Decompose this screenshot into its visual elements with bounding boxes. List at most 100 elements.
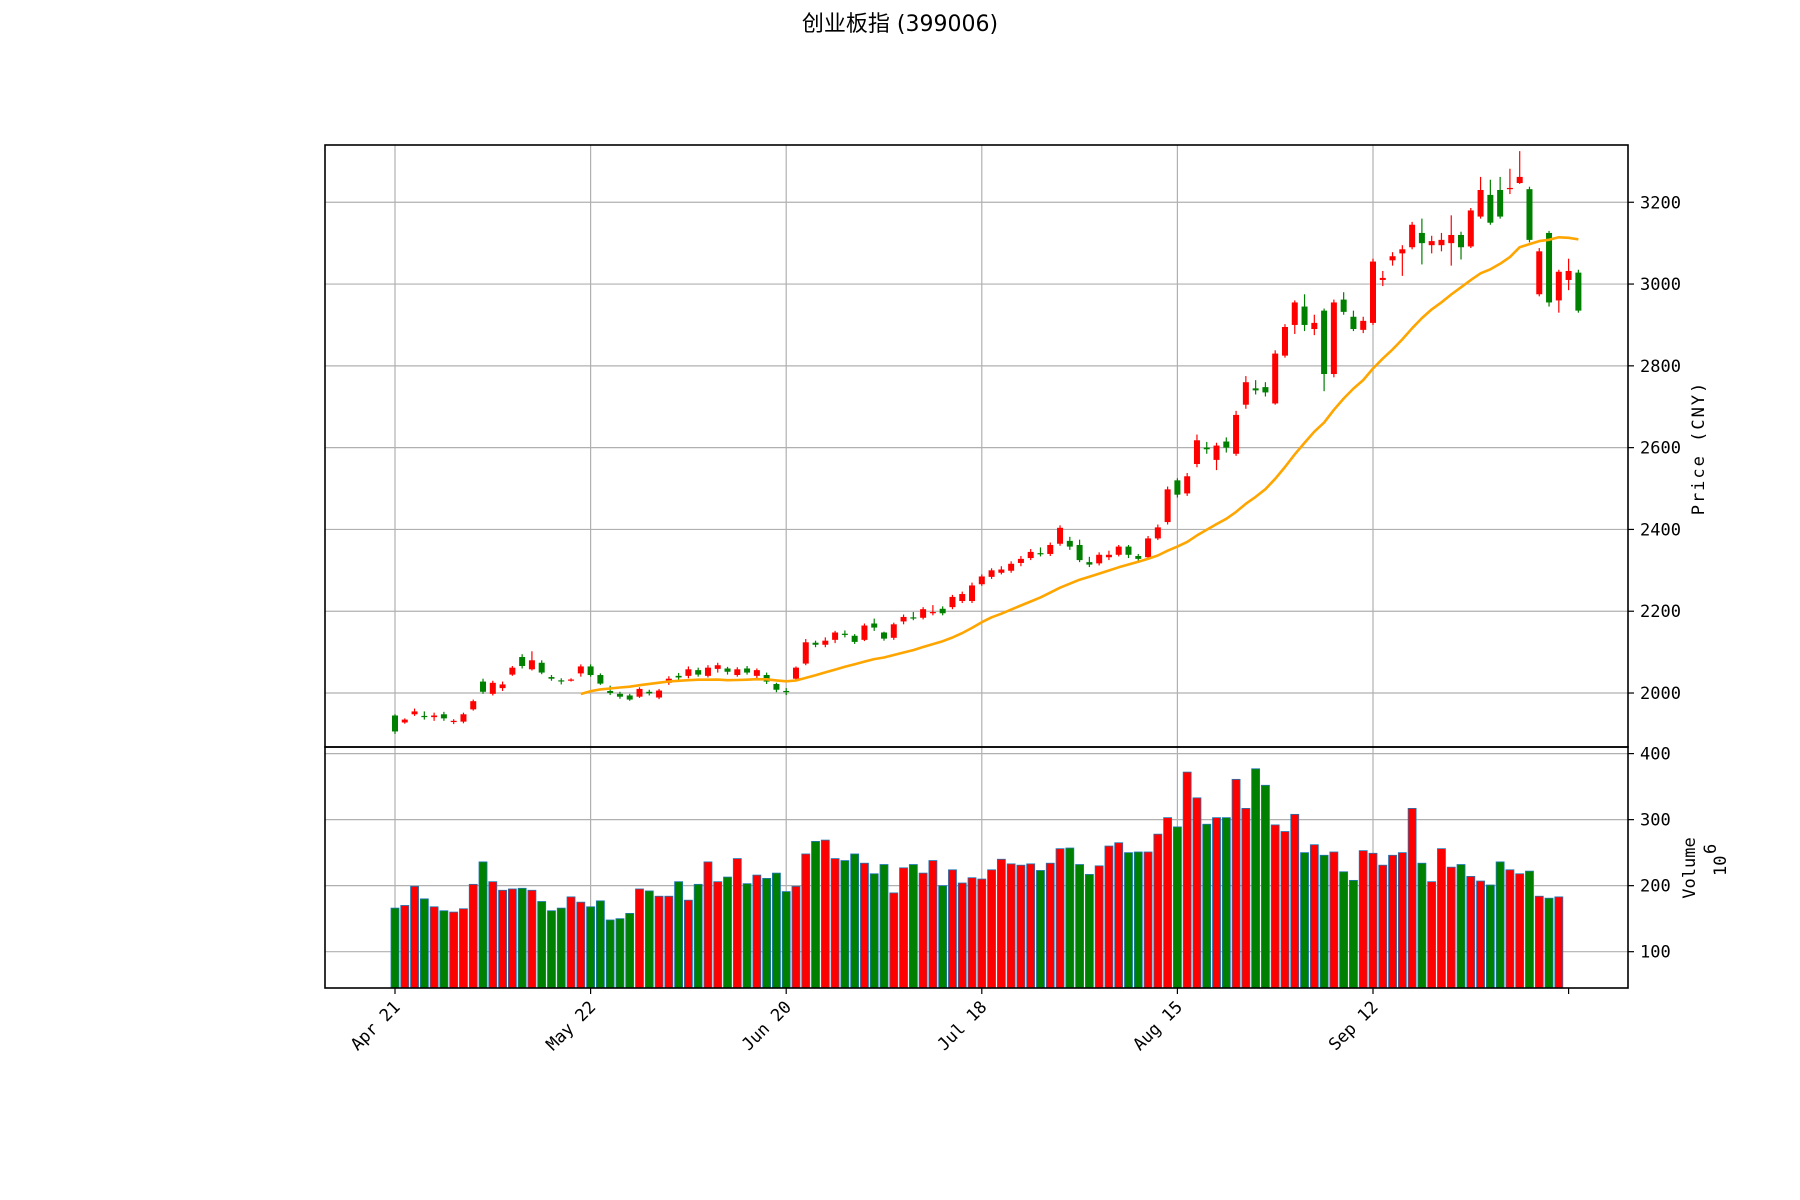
volume-bar	[1525, 870, 1534, 989]
candle	[1164, 486, 1171, 525]
candle	[1575, 269, 1582, 313]
volume-bar	[1544, 897, 1554, 989]
volume-bar	[1554, 896, 1564, 989]
volume-bar	[1446, 866, 1456, 989]
volume-bar	[850, 853, 860, 989]
candle	[528, 651, 535, 671]
candle	[1184, 472, 1191, 496]
candle	[1076, 539, 1083, 563]
volume-bar	[1485, 884, 1495, 989]
volume-bar	[918, 872, 928, 989]
candle	[440, 711, 447, 721]
volume-bar	[781, 891, 791, 989]
candle	[1291, 300, 1298, 334]
candle-body	[1321, 310, 1328, 375]
volume-bar	[1241, 808, 1251, 989]
volume-bar	[889, 892, 899, 989]
volume-tick-label: 200	[1640, 877, 1671, 897]
volume-bar	[1309, 844, 1319, 989]
candle-body	[626, 695, 633, 700]
volume-bar	[1339, 871, 1349, 989]
volume-bar	[429, 906, 439, 989]
candle-body	[1409, 224, 1416, 248]
candle-body	[1184, 476, 1191, 494]
candle-body	[1340, 299, 1347, 312]
volume-bar	[410, 885, 419, 989]
candle	[1536, 248, 1543, 297]
volume-bar	[1133, 851, 1143, 989]
candle	[1057, 525, 1064, 546]
volume-bar	[664, 895, 674, 989]
candle	[489, 680, 496, 696]
candle-body	[1242, 382, 1249, 405]
candle	[1379, 270, 1386, 287]
candle	[1174, 478, 1181, 498]
candle	[1066, 536, 1073, 550]
candle-body	[685, 669, 692, 676]
candle-body	[1467, 210, 1474, 247]
candle	[773, 682, 780, 693]
candle	[1017, 556, 1024, 567]
candle-body	[1193, 440, 1200, 464]
volume-bar	[1437, 848, 1446, 989]
candle	[1350, 310, 1357, 332]
volume-bar	[1016, 864, 1026, 989]
volume-bar	[1319, 854, 1329, 989]
volume-bar	[938, 885, 948, 989]
candle-body	[440, 714, 447, 719]
volume-bar	[595, 900, 605, 989]
volume-bar	[801, 853, 811, 989]
candle	[1203, 441, 1210, 454]
candle-body	[431, 715, 438, 718]
volume-bar	[1280, 831, 1290, 989]
candle	[812, 640, 819, 648]
candle	[1262, 382, 1269, 397]
candle-body	[939, 608, 946, 614]
candle	[851, 634, 858, 644]
candle-body	[773, 684, 780, 690]
volume-bar	[1290, 813, 1300, 989]
volume-bar	[723, 876, 732, 989]
candle-body	[411, 711, 418, 715]
candle-body	[1389, 256, 1396, 261]
volume-bar	[566, 896, 576, 989]
volume-bar	[1427, 881, 1437, 989]
volume-bar	[644, 890, 654, 989]
candle	[988, 568, 995, 579]
candle	[1154, 524, 1161, 541]
volume-panel-frame	[324, 746, 1629, 989]
candle-body	[1272, 353, 1279, 404]
candle-body	[392, 715, 398, 732]
volume-bar	[908, 864, 918, 989]
candle-body	[969, 585, 976, 601]
volume-bar	[1231, 778, 1241, 989]
candle-body	[1096, 554, 1103, 564]
candle	[558, 678, 565, 685]
candle-body	[489, 682, 496, 694]
candle-body	[1164, 489, 1171, 523]
candle-body	[1458, 234, 1465, 248]
candle	[1047, 542, 1054, 557]
candle	[1399, 245, 1406, 276]
volume-bar	[1368, 852, 1378, 989]
candle-body	[1223, 441, 1230, 448]
candle	[969, 582, 976, 604]
volume-bar	[1221, 817, 1231, 989]
candle	[1516, 151, 1523, 184]
candle-body	[724, 668, 731, 672]
volume-bar	[419, 898, 429, 989]
candle-body	[910, 617, 917, 619]
candle	[998, 566, 1005, 575]
volume-bar	[1143, 851, 1153, 989]
candle	[695, 667, 702, 677]
candle-body	[636, 688, 643, 697]
volume-bar	[459, 908, 468, 989]
candle-body	[1115, 546, 1122, 555]
volume-bar	[507, 888, 517, 989]
candle-body	[509, 667, 516, 675]
candle-body	[900, 616, 907, 622]
price-tick-label: 3200	[1640, 193, 1681, 213]
volume-bar	[1456, 864, 1466, 989]
volume-bar	[1358, 850, 1368, 989]
candle-body	[1281, 326, 1288, 356]
